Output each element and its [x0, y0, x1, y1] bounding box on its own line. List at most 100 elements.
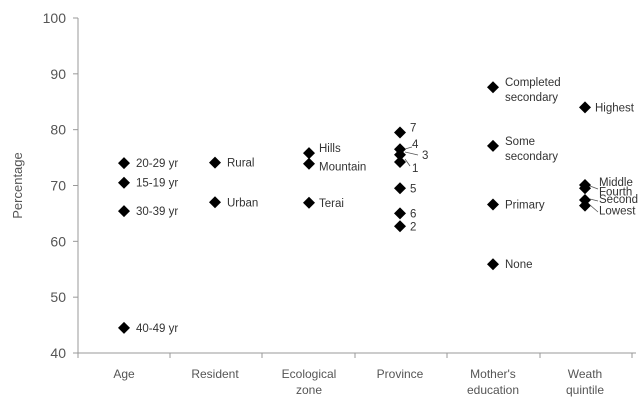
- data-point: [394, 220, 406, 233]
- data-point-label-line: Lowest: [599, 206, 636, 218]
- data-point-label-line: Some: [505, 136, 535, 148]
- data-point-label-line: 7: [410, 122, 416, 134]
- data-point-label-line: None: [505, 259, 533, 271]
- y-tick-label: 100: [43, 10, 67, 26]
- data-point: [118, 205, 130, 218]
- data-point: [394, 156, 406, 169]
- category-label: Province: [377, 367, 424, 381]
- y-tick-label: 60: [50, 233, 66, 249]
- leader-line: [589, 198, 599, 202]
- data-point-label-line: 30-39 yr: [136, 206, 178, 218]
- data-point-label: Hills: [319, 143, 341, 155]
- y-tick-label: 90: [50, 66, 66, 82]
- data-point-label: Mountain: [319, 162, 366, 174]
- data-point: [394, 207, 406, 220]
- axes: [73, 17, 636, 358]
- data-point-label-line: Completed: [505, 77, 561, 89]
- data-point: [209, 156, 221, 169]
- data-points: [118, 81, 591, 334]
- data-point-label-line: Second: [599, 194, 638, 206]
- data-point: [303, 157, 315, 170]
- data-point-label: Middle: [599, 177, 633, 189]
- data-point-label: 15-19 yr: [136, 178, 178, 190]
- data-point-label-line: secondary: [505, 151, 558, 163]
- data-point-label-line: 6: [410, 208, 416, 220]
- y-tick-labels: 40 50 60 70 80 90 100: [43, 10, 67, 361]
- data-point-label: Terai: [319, 198, 344, 210]
- data-point-label-line: Fourth: [599, 186, 632, 198]
- category-label-line: quintile: [566, 383, 604, 397]
- data-point: [487, 198, 499, 211]
- leader-line: [589, 185, 599, 190]
- data-point: [394, 126, 406, 139]
- data-point-label: 5: [410, 183, 416, 195]
- data-point-label: 3: [422, 150, 428, 162]
- category-label: Resident: [191, 367, 239, 381]
- data-point-label-line: 15-19 yr: [136, 178, 178, 190]
- leader-line: [404, 151, 419, 156]
- category-label: Mother's education: [467, 367, 519, 397]
- category-label-line: Mother's: [470, 367, 516, 381]
- data-point: [303, 147, 315, 160]
- data-point: [579, 101, 591, 114]
- data-point-label-line: 3: [422, 150, 428, 162]
- data-point: [118, 157, 130, 170]
- data-point-label-line: Urban: [227, 197, 258, 209]
- data-point-label-line: 2: [410, 221, 416, 233]
- y-tick-label: 50: [50, 289, 66, 305]
- data-point-label-line: 4: [412, 139, 419, 151]
- data-point-label: 1: [412, 163, 418, 175]
- data-point-label-line: 20-29 yr: [136, 158, 178, 170]
- data-point-label-line: Middle: [599, 177, 633, 189]
- data-point: [487, 81, 499, 94]
- data-point-label-line: Terai: [319, 198, 344, 210]
- y-tick-label: 80: [50, 122, 66, 138]
- y-tick-label: 40: [50, 345, 66, 361]
- category-label-line: Ecological: [282, 367, 337, 381]
- data-point: [579, 182, 591, 195]
- data-point-label: 7: [410, 122, 416, 134]
- category-label: Age: [113, 367, 135, 381]
- data-point-label: 6: [410, 208, 416, 220]
- leader-line: [589, 204, 599, 213]
- data-point: [487, 258, 499, 271]
- y-tick-label: 70: [50, 178, 66, 194]
- data-point-label-line: 40-49 yr: [136, 323, 178, 335]
- category-labels: Age Resident Ecological zone Province Mother'…: [113, 367, 604, 397]
- data-point: [487, 139, 499, 152]
- data-point: [394, 182, 406, 195]
- y-axis-label: Percentage: [10, 152, 25, 219]
- data-point: [118, 321, 130, 334]
- data-point-label: 4: [412, 139, 419, 151]
- data-point-label: Primary: [505, 199, 545, 211]
- data-point-label-line: Highest: [595, 102, 635, 114]
- data-point-label-line: Rural: [227, 158, 254, 170]
- category-label-line: Resident: [191, 367, 239, 381]
- data-point-label: 2: [410, 221, 416, 233]
- category-label-line: Age: [113, 367, 135, 381]
- data-point-label: 30-39 yr: [136, 206, 178, 218]
- data-point-label: Completed secondary: [505, 77, 561, 104]
- data-point-label-line: 5: [410, 183, 416, 195]
- data-point-label: Rural: [227, 158, 254, 170]
- data-point: [118, 176, 130, 189]
- data-point-label: Some secondary: [505, 136, 558, 163]
- data-point-label: 20-29 yr: [136, 158, 178, 170]
- data-point-label: Fourth: [599, 186, 632, 198]
- data-point-label: Highest: [595, 102, 635, 114]
- point-labels: 20-29 yr 15-19 yr 30-39 yr 40-49 yr Rural Urb…: [136, 77, 638, 335]
- category-label-line: zone: [296, 383, 322, 397]
- category-label: Ecological zone: [282, 367, 337, 397]
- category-label-line: education: [467, 383, 519, 397]
- data-point-label-line: Primary: [505, 199, 545, 211]
- data-point: [579, 199, 591, 212]
- data-point: [394, 148, 406, 161]
- data-point-label: Urban: [227, 197, 258, 209]
- category-label-line: Province: [377, 367, 424, 381]
- category-label-line: Weath: [568, 367, 602, 381]
- data-point-label-line: Mountain: [319, 162, 366, 174]
- leader-line: [404, 158, 411, 167]
- data-point-label: Lowest: [599, 206, 636, 218]
- data-point-label-line: secondary: [505, 92, 558, 104]
